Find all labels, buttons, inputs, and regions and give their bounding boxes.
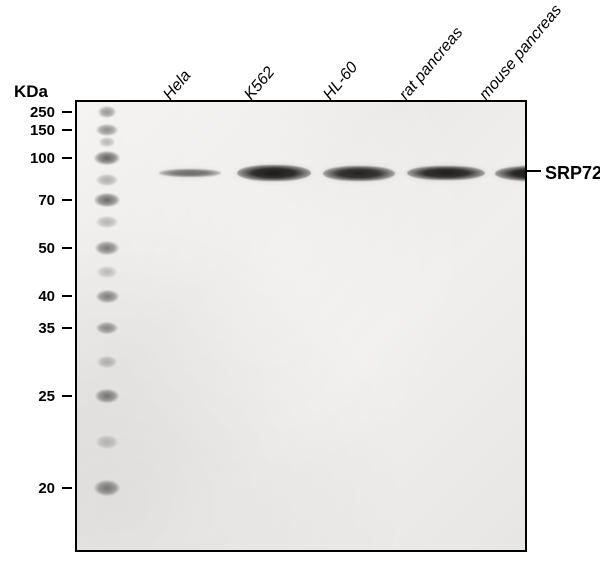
protein-band-halo <box>233 162 315 184</box>
ladder-smudge <box>97 266 117 278</box>
ladder-tick-dash <box>62 247 72 249</box>
ladder-band <box>96 124 118 136</box>
ladder-tick-dash <box>62 327 72 329</box>
ladder-tick-label: 250 <box>0 104 55 121</box>
western-blot-image <box>75 100 527 552</box>
ladder-tick-label: 35 <box>0 320 55 337</box>
ladder-tick-label: 100 <box>0 150 55 167</box>
protein-band-pointer <box>527 170 541 172</box>
ladder-smudge <box>96 216 118 228</box>
lane-label: rat pancreas <box>396 24 467 104</box>
protein-band-halo <box>155 166 225 180</box>
ladder-tick-label: 20 <box>0 480 55 497</box>
ladder-smudge <box>99 137 115 147</box>
ladder-tick-dash <box>62 129 72 131</box>
ladder-band <box>95 241 119 255</box>
ladder-tick-label: 50 <box>0 240 55 257</box>
ladder-band <box>94 480 120 496</box>
lane-label: HL-60 <box>320 59 362 104</box>
lane-label: mouse pancreas <box>476 2 566 104</box>
ladder-tick-dash <box>62 111 72 113</box>
lane-label: Hela <box>160 67 195 104</box>
ladder-tick-dash <box>62 199 72 201</box>
ladder-tick-dash <box>62 395 72 397</box>
ladder-tick-label: 70 <box>0 192 55 209</box>
ladder-band <box>98 106 116 118</box>
ladder-tick-dash <box>62 487 72 489</box>
ladder-band <box>94 193 120 207</box>
ladder-tick-dash <box>62 157 72 159</box>
protein-band-halo <box>319 163 399 184</box>
kda-unit-label: KDa <box>14 82 48 102</box>
ladder-band <box>94 151 120 165</box>
ladder-band <box>96 290 119 303</box>
protein-band-halo <box>403 163 489 183</box>
ladder-tick-dash <box>62 295 72 297</box>
figure-container: KDa 250150 100 70 50 40 35 25 20 Hela K562 HL-60 r… <box>0 0 600 578</box>
ladder-band <box>95 389 119 403</box>
ladder-tick-label: 25 <box>0 388 55 405</box>
ladder-band <box>96 322 118 334</box>
ladder-smudge <box>96 435 118 449</box>
ladder-smudge <box>97 356 117 368</box>
ladder-tick-label: 150 <box>0 122 55 139</box>
ladder-tick-label: 40 <box>0 288 55 305</box>
lane-label: K562 <box>241 64 279 104</box>
protein-name-label: SRP72 <box>545 163 600 184</box>
ladder-smudge <box>96 174 118 186</box>
